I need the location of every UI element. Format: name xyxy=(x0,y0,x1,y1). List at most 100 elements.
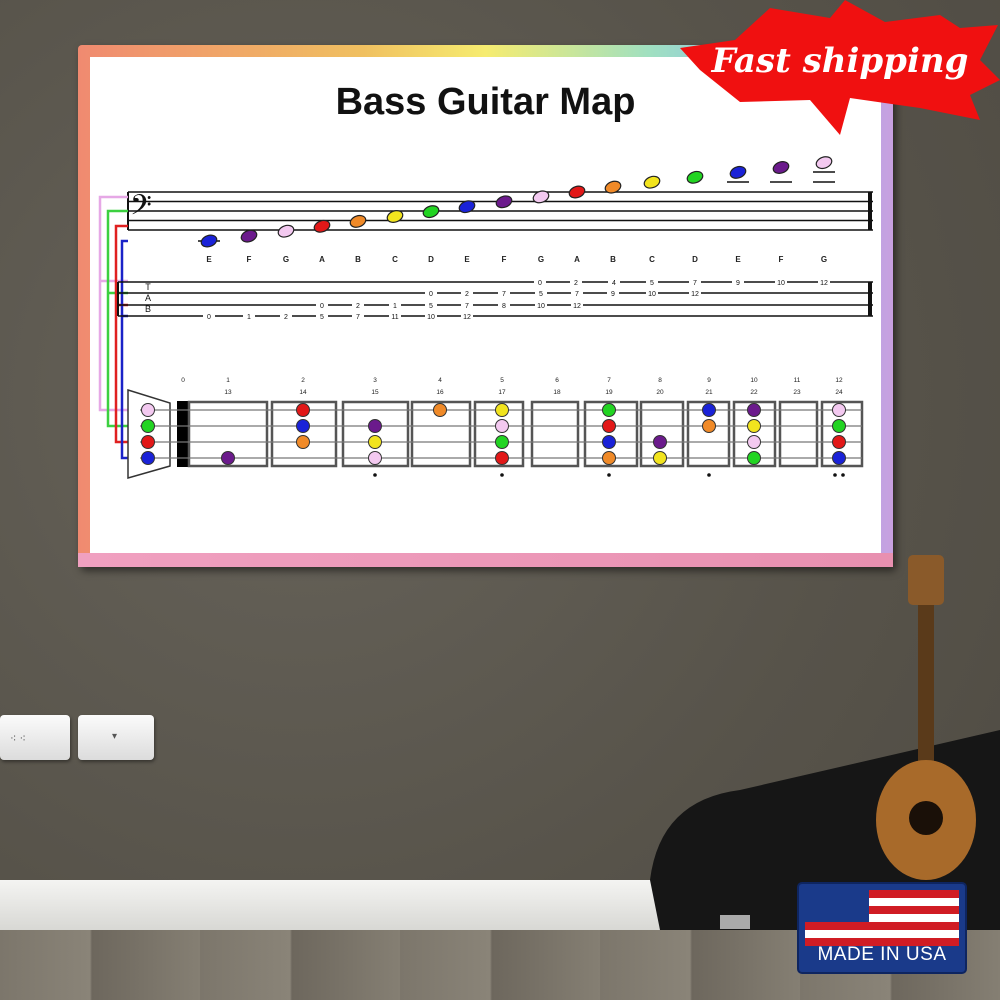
note-G xyxy=(277,224,295,238)
note-C xyxy=(643,175,661,189)
tab-number: 0 xyxy=(320,303,324,310)
tab-number: 9 xyxy=(736,280,740,287)
fret-note-A xyxy=(602,419,616,433)
tab-number: 12 xyxy=(463,314,471,321)
fret-number-octave: 21 xyxy=(705,389,713,396)
tab-end-barline xyxy=(868,282,872,316)
note-C xyxy=(386,210,404,223)
fast-shipping-text: Fast shipping xyxy=(711,41,969,81)
tab-number-bg xyxy=(732,278,744,286)
fret-number: 6 xyxy=(555,377,559,384)
fret-note-B xyxy=(702,419,716,433)
tab-number: 12 xyxy=(573,303,581,310)
inlay-dot xyxy=(607,473,611,477)
fret-note-E xyxy=(702,403,716,417)
fret-number-octave: 20 xyxy=(656,389,664,396)
note-name-label: B xyxy=(610,255,616,264)
tab-number: 4 xyxy=(612,280,616,287)
fret-number: 1 xyxy=(226,377,230,384)
tab-number-bg xyxy=(316,312,328,320)
note-name-label: D xyxy=(428,255,434,264)
tab-number-bg xyxy=(570,278,582,286)
fret-note-G xyxy=(368,451,382,465)
tab-number: 7 xyxy=(465,303,469,310)
tab-number-bg xyxy=(389,301,401,309)
fret-number-octave: 15 xyxy=(371,389,379,396)
fret-note-G xyxy=(747,435,761,449)
headstock xyxy=(127,388,171,479)
tab-number: 10 xyxy=(648,291,656,298)
tab-number-bg xyxy=(461,312,473,320)
tab-number: 7 xyxy=(693,280,697,287)
tab-number: 12 xyxy=(820,280,828,287)
note-name-label: E xyxy=(464,255,470,264)
note-name-label: E xyxy=(735,255,741,264)
fret-note-G xyxy=(832,403,846,417)
fret-number: 5 xyxy=(500,377,504,384)
fret-note-B xyxy=(296,435,310,449)
note-name-label: D xyxy=(692,255,698,264)
tab-number: 2 xyxy=(284,314,288,321)
fret-number-octave: 17 xyxy=(498,389,506,396)
note-name-label: G xyxy=(283,255,289,264)
fret-note-G xyxy=(141,403,155,417)
tab-number: 7 xyxy=(356,314,360,321)
tab-number-bg xyxy=(646,278,658,286)
fret-note-A xyxy=(296,403,310,417)
fret-note-D xyxy=(602,403,616,417)
fret-note-A xyxy=(495,451,509,465)
fret-number: 12 xyxy=(835,377,843,384)
switch-plate: ▾ xyxy=(78,715,154,760)
note-E xyxy=(729,165,747,179)
fret-number-octave: 14 xyxy=(299,389,307,396)
fret-note-G xyxy=(495,419,509,433)
fret-note-F xyxy=(653,435,667,449)
fret-number: 9 xyxy=(707,377,711,384)
tab-number-bg xyxy=(425,289,437,297)
fret-number: 10 xyxy=(750,377,758,384)
tab-number: 2 xyxy=(356,303,360,310)
tab-number-bg xyxy=(608,278,620,286)
fret-note-B xyxy=(602,451,616,465)
fret-number: 11 xyxy=(794,377,801,384)
fret-note-B xyxy=(433,403,447,417)
tab-number-bg xyxy=(535,301,547,309)
tab-number: 8 xyxy=(502,303,506,310)
fret-number-octave: 24 xyxy=(835,389,843,396)
note-name-label: C xyxy=(392,255,398,264)
staff-end-barline xyxy=(868,192,872,230)
note-G xyxy=(532,190,550,204)
fret-note-F xyxy=(368,419,382,433)
tab-number: 10 xyxy=(777,280,785,287)
fret-note-C xyxy=(495,403,509,417)
note-D xyxy=(422,205,440,219)
tab-number: 1 xyxy=(393,303,397,310)
note-B xyxy=(349,214,367,228)
tab-number: 5 xyxy=(650,280,654,287)
fret-note-E xyxy=(141,451,155,465)
fret-note-E xyxy=(602,435,616,449)
tab-number-bg xyxy=(352,301,364,309)
tab-number-bg xyxy=(571,301,583,309)
tab-number-bg xyxy=(607,289,619,297)
fret-note-D xyxy=(141,419,155,433)
inlay-dot xyxy=(833,473,837,477)
fret-note-A xyxy=(832,435,846,449)
fret-note-A xyxy=(141,435,155,449)
note-F xyxy=(495,195,513,209)
fret-number-octave: 13 xyxy=(224,389,232,396)
note-G xyxy=(815,156,833,170)
tab-number-bg xyxy=(689,278,701,286)
ukulele-and-case xyxy=(650,555,1000,930)
tab-number: 0 xyxy=(538,280,542,287)
tab-number-bg xyxy=(461,289,473,297)
tab-number-bg xyxy=(243,312,255,320)
tab-number-bg xyxy=(775,278,787,286)
tab-number: 0 xyxy=(429,291,433,298)
inlay-dot xyxy=(373,473,377,477)
tab-number-bg xyxy=(352,312,364,320)
note-A xyxy=(568,185,586,199)
fret-number-octave: 23 xyxy=(793,389,801,396)
fret-number: 8 xyxy=(658,377,662,384)
